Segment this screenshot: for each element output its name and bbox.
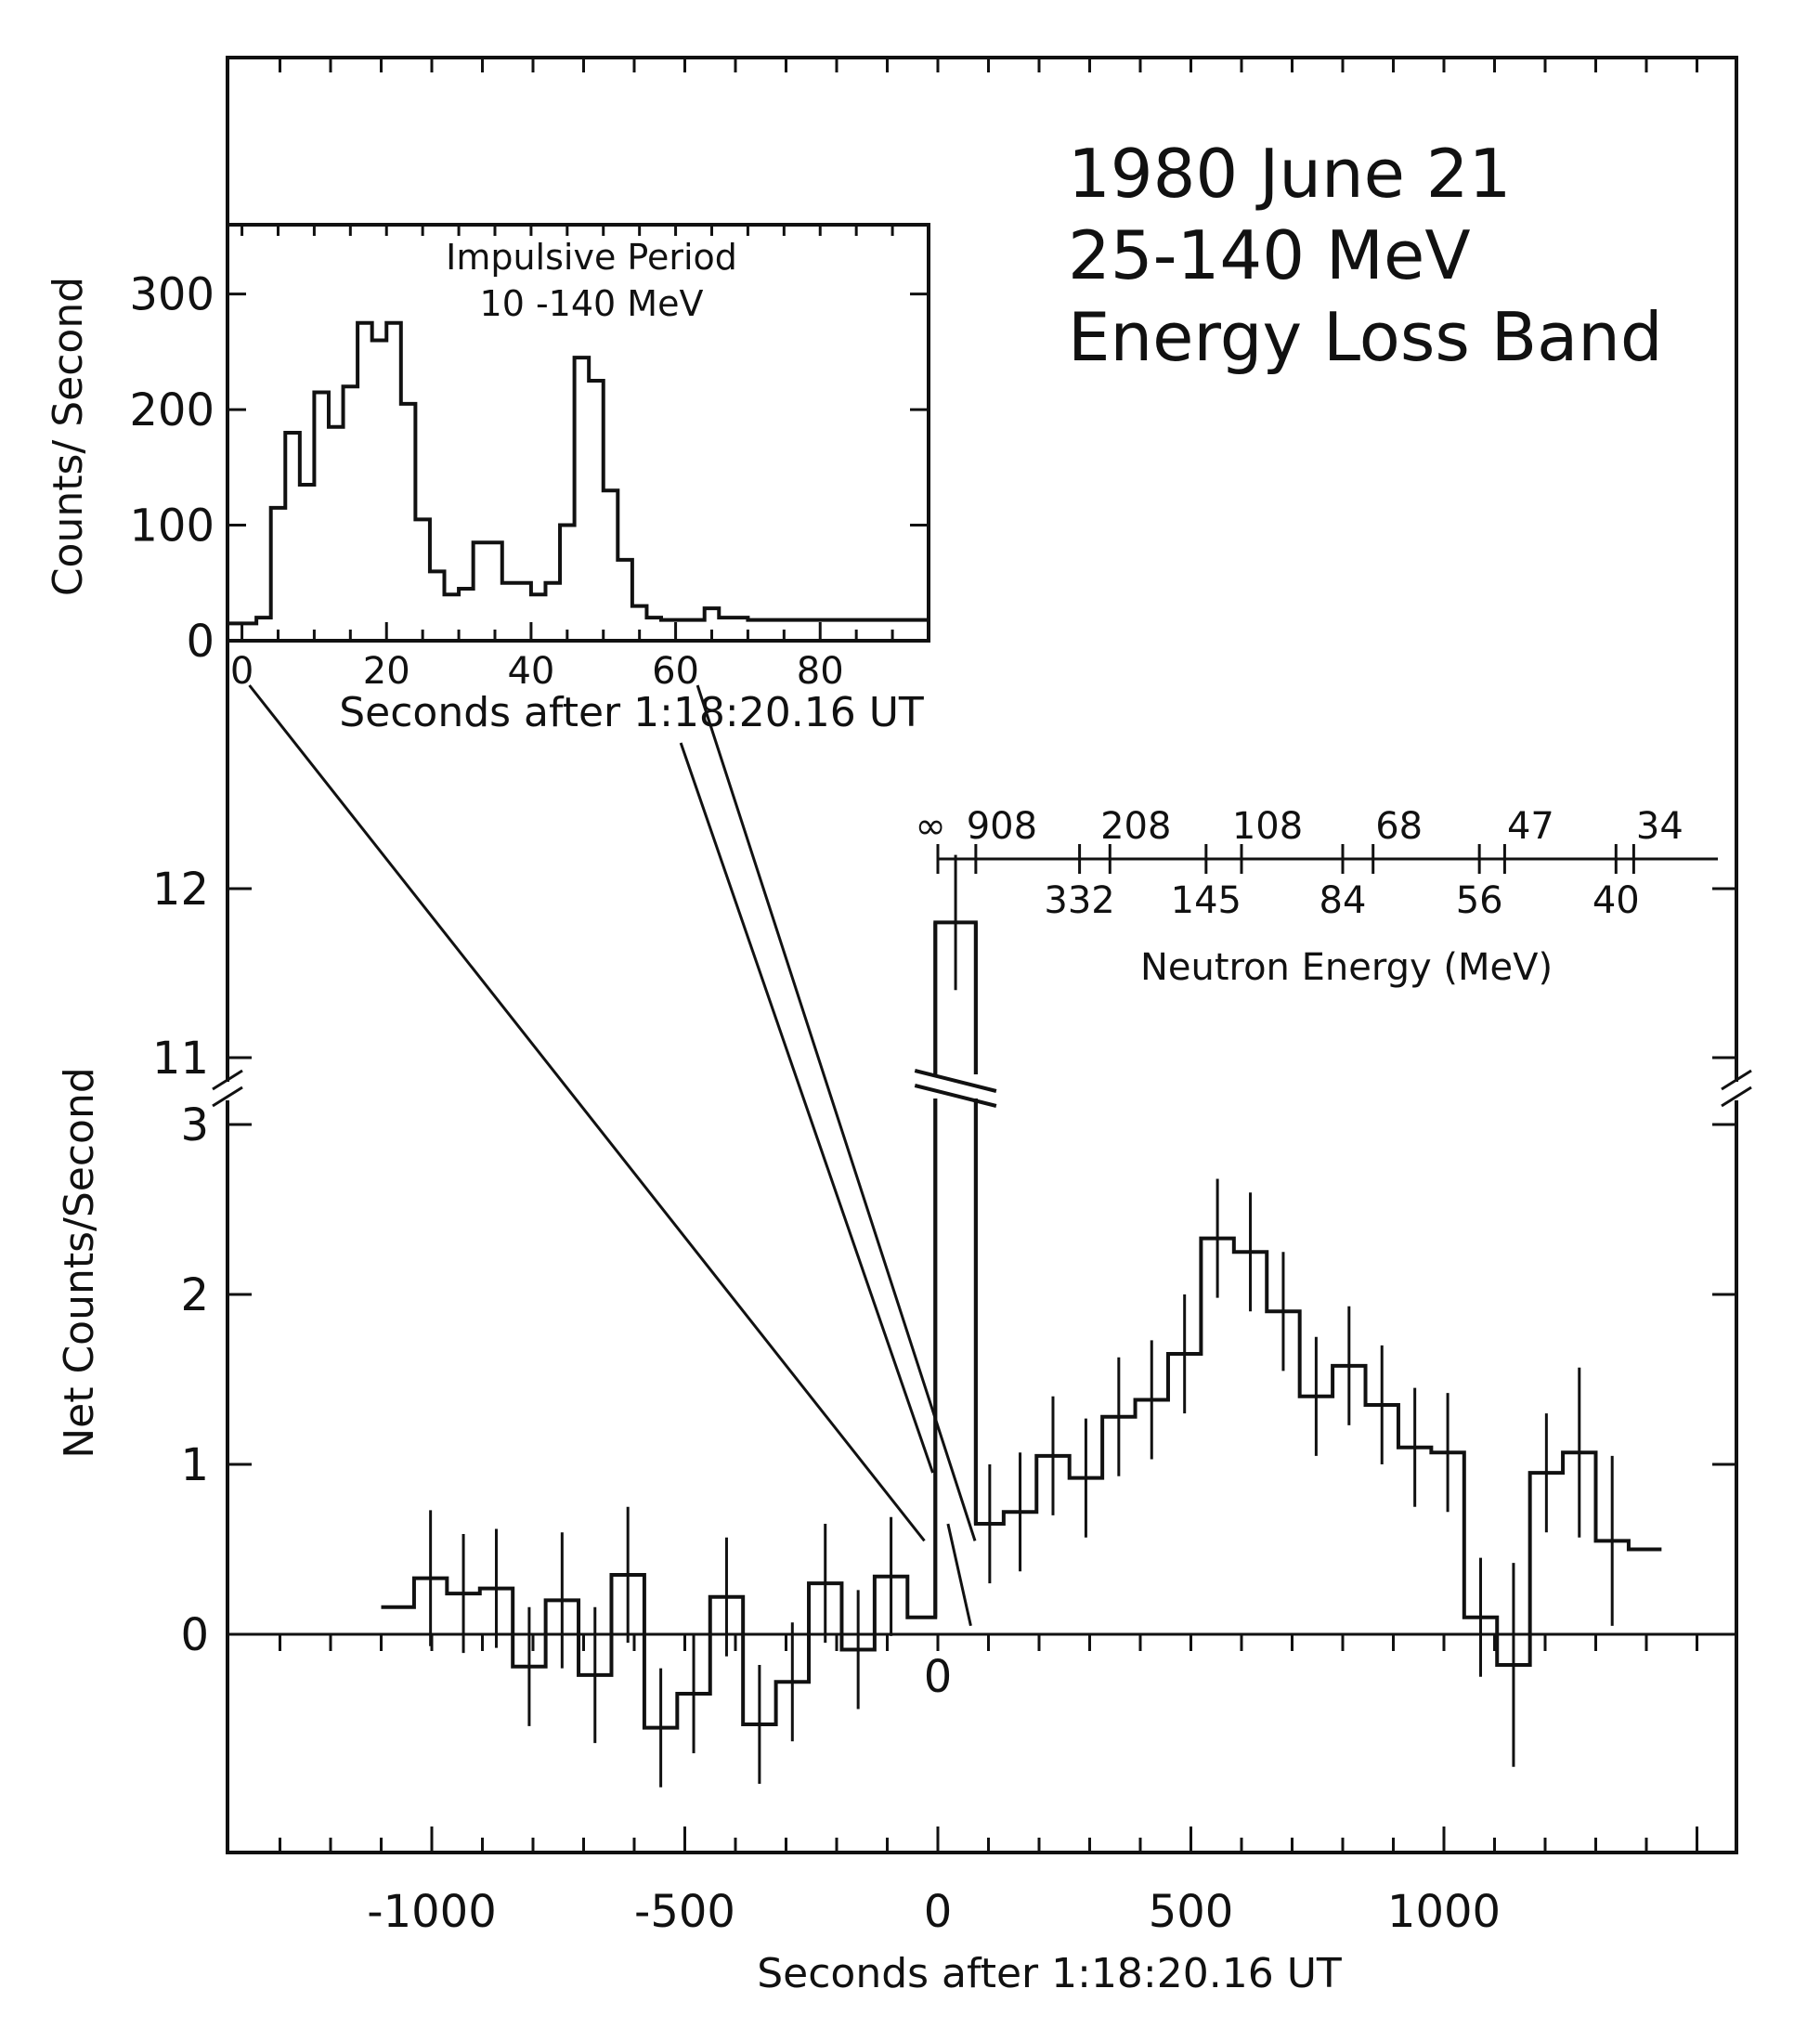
main-error-bars [429, 854, 1614, 1788]
axis-break-mark [212, 1069, 243, 1091]
axis-break-marks [212, 1069, 1752, 1108]
inset-x-axis-label: Seconds after 1:18:20.16 UT [339, 689, 924, 736]
zoom-connector-lines [248, 684, 977, 1627]
energy-tick-label-top: 47 [1507, 805, 1554, 848]
inset-y-tick-label: 300 [129, 269, 214, 321]
y-tick-label: 2 [180, 1269, 209, 1321]
inset-step-series [228, 320, 929, 626]
inset-title: Impulsive Period [446, 237, 737, 278]
neutron-energy-axis: ∞ 908 208 108 68 47 34 332 145 84 56 40 [915, 805, 1718, 922]
x-tick-label: 0 [924, 1886, 953, 1938]
axis-break-mark [1721, 1069, 1752, 1091]
inset-plot-frame [226, 223, 930, 643]
zero-time-marker-label: 0 [924, 1651, 953, 1703]
text-labels: 1980 June 21 25-140 MeV Energy Loss Band… [45, 135, 1663, 1997]
annotation-date: 1980 June 21 [1068, 135, 1511, 213]
inset-y-tick-label: 100 [129, 500, 214, 552]
energy-tick-label-top: ∞ [915, 805, 945, 848]
main-step-series [381, 920, 1662, 1730]
zoom-connector [248, 684, 926, 1542]
x-tick-label: -500 [634, 1886, 735, 1938]
axis-break-mark [212, 1086, 243, 1108]
energy-tick-label-top: 34 [1636, 805, 1684, 848]
x-tick-label: 500 [1149, 1886, 1234, 1938]
inset-x-tick-label: 80 [797, 650, 844, 693]
energy-tick-label-bottom: 40 [1592, 879, 1640, 922]
x-tick-label: -1000 [367, 1886, 496, 1938]
energy-tick-label-bottom: 145 [1171, 879, 1242, 922]
y-tick-label: 12 [152, 864, 209, 916]
energy-tick-label-bottom: 84 [1320, 879, 1367, 922]
axis-break-mark [1721, 1086, 1752, 1108]
main-y-axis-label: Net Counts/Second [56, 1067, 103, 1459]
annotation-band-name: Energy Loss Band [1068, 298, 1663, 376]
energy-tick-label-bottom: 332 [1044, 879, 1114, 922]
inset-y-tick-label: 0 [186, 616, 214, 668]
main-x-axis-label: Seconds after 1:18:20.16 UT [757, 1950, 1342, 1997]
y-tick-label: 11 [152, 1033, 209, 1085]
zoom-connector [946, 1523, 972, 1627]
energy-tick-label-top: 208 [1100, 805, 1171, 848]
inset-plot: 0 20 40 60 80 0 100 200 300 [129, 223, 930, 693]
inset-step-line [228, 320, 929, 626]
zoom-connector [679, 742, 934, 1474]
tall-bin-break [914, 1069, 997, 1093]
zoom-connector [696, 684, 977, 1541]
inset-subtitle: 10 -140 MeV [480, 283, 704, 324]
y-tick-label: 0 [180, 1609, 209, 1661]
energy-axis-label: Neutron Energy (MeV) [1140, 946, 1553, 989]
inset-y-tick-label: 200 [129, 384, 214, 436]
inset-x-tick-label: 40 [507, 650, 554, 693]
energy-tick-label-top: 68 [1375, 805, 1423, 848]
inset-x-tick-label: 20 [363, 650, 410, 693]
inset-x-tick-label: 60 [652, 650, 699, 693]
inset-x-tick-label: 0 [230, 650, 254, 693]
annotation-energy-band: 25-140 MeV [1068, 216, 1471, 294]
x-tick-label: 1000 [1387, 1886, 1501, 1938]
step-line [381, 920, 1662, 1730]
inset-y-axis-label: Counts/ Second [45, 277, 92, 596]
energy-tick-label-top: 908 [967, 805, 1037, 848]
inset-axis-ticks: 0 20 40 60 80 0 100 200 300 [129, 225, 929, 693]
energy-tick-label-top: 108 [1232, 805, 1303, 848]
energy-tick-label-bottom: 56 [1456, 879, 1503, 922]
y-tick-label: 3 [180, 1099, 209, 1151]
main-plot-frame [226, 56, 1738, 1854]
y-tick-label: 1 [180, 1439, 209, 1491]
tall-bin-break [914, 1084, 997, 1108]
